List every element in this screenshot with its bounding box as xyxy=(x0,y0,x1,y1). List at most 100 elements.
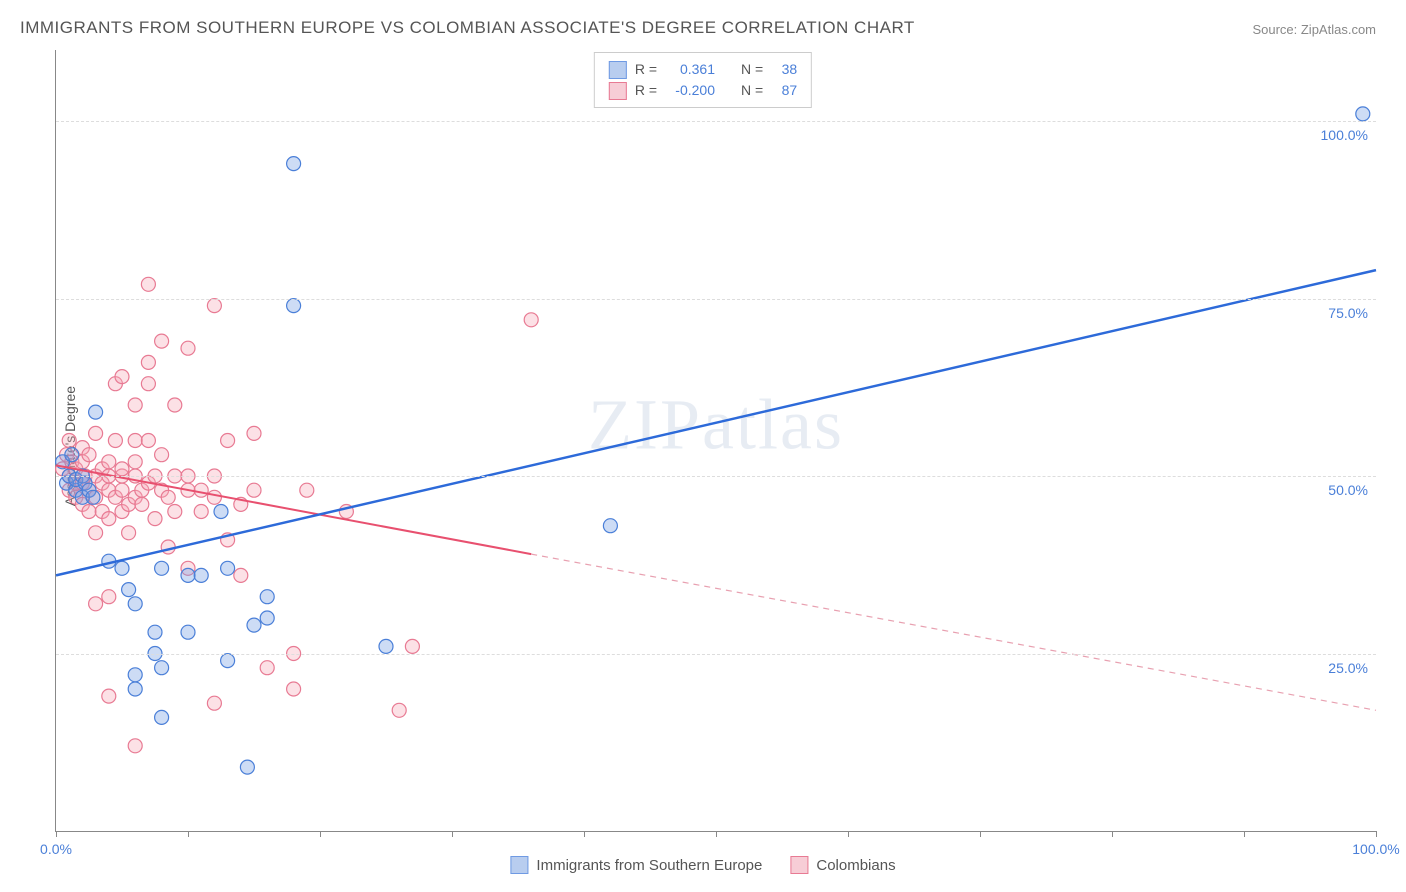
x-tick-label: 100.0% xyxy=(1352,841,1399,857)
legend-label: Colombians xyxy=(816,857,895,874)
data-point xyxy=(102,689,116,703)
data-point xyxy=(128,682,142,696)
data-point xyxy=(221,654,235,668)
legend-row: R =-0.200N =87 xyxy=(609,80,797,101)
data-point xyxy=(300,483,314,497)
legend-r-label: R = xyxy=(635,80,657,101)
legend-swatch xyxy=(609,61,627,79)
data-point xyxy=(128,739,142,753)
legend-r-label: R = xyxy=(635,59,657,80)
data-point xyxy=(287,682,301,696)
gridline xyxy=(56,121,1376,122)
data-point xyxy=(1356,107,1370,121)
data-point xyxy=(379,639,393,653)
data-point xyxy=(115,561,129,575)
x-tick xyxy=(848,831,849,837)
x-tick xyxy=(1112,831,1113,837)
data-point xyxy=(207,490,221,504)
legend-n-label: N = xyxy=(741,59,763,80)
data-point xyxy=(128,434,142,448)
data-point xyxy=(287,157,301,171)
legend-label: Immigrants from Southern Europe xyxy=(536,857,762,874)
data-point xyxy=(247,483,261,497)
data-point xyxy=(102,512,116,526)
x-tick xyxy=(980,831,981,837)
legend-item: Immigrants from Southern Europe xyxy=(510,856,762,874)
data-point xyxy=(82,505,96,519)
legend-swatch xyxy=(510,856,528,874)
data-point xyxy=(102,590,116,604)
x-tick xyxy=(188,831,189,837)
x-tick xyxy=(452,831,453,837)
legend-top: R =0.361N =38R =-0.200N =87 xyxy=(594,52,812,108)
legend-r-value: 0.361 xyxy=(665,59,715,80)
x-tick xyxy=(1376,831,1377,837)
data-point xyxy=(155,448,169,462)
data-point xyxy=(181,625,195,639)
legend-n-value: 38 xyxy=(771,59,797,80)
gridline xyxy=(56,476,1376,477)
data-point xyxy=(89,526,103,540)
trend-line xyxy=(56,270,1376,575)
data-point xyxy=(141,434,155,448)
x-tick xyxy=(320,831,321,837)
data-point xyxy=(260,661,274,675)
data-point xyxy=(141,355,155,369)
data-point xyxy=(82,448,96,462)
data-point xyxy=(89,426,103,440)
data-point xyxy=(260,590,274,604)
x-tick-label: 0.0% xyxy=(40,841,72,857)
data-point xyxy=(89,405,103,419)
legend-item: Colombians xyxy=(790,856,895,874)
y-tick-label: 25.0% xyxy=(1328,660,1368,676)
data-point xyxy=(181,341,195,355)
data-point xyxy=(155,334,169,348)
data-point xyxy=(141,277,155,291)
data-point xyxy=(86,490,100,504)
data-point xyxy=(524,313,538,327)
chart-svg xyxy=(56,50,1376,831)
data-point xyxy=(128,398,142,412)
data-point xyxy=(214,505,228,519)
chart-title: IMMIGRANTS FROM SOUTHERN EUROPE VS COLOM… xyxy=(20,18,915,38)
gridline xyxy=(56,299,1376,300)
data-point xyxy=(135,497,149,511)
data-point xyxy=(128,668,142,682)
data-point xyxy=(115,462,129,476)
data-point xyxy=(65,448,79,462)
data-point xyxy=(115,370,129,384)
x-tick xyxy=(716,831,717,837)
legend-r-value: -0.200 xyxy=(665,80,715,101)
data-point xyxy=(128,597,142,611)
data-point xyxy=(287,299,301,313)
data-point xyxy=(115,483,129,497)
data-point xyxy=(240,760,254,774)
x-tick xyxy=(56,831,57,837)
data-point xyxy=(194,483,208,497)
data-point xyxy=(148,512,162,526)
plot-area: ZIPatlas 25.0%50.0%75.0%100.0%0.0%100.0% xyxy=(55,50,1376,832)
data-point xyxy=(221,434,235,448)
data-point xyxy=(207,299,221,313)
data-point xyxy=(155,710,169,724)
data-point xyxy=(102,455,116,469)
legend-bottom: Immigrants from Southern Europe Colombian… xyxy=(510,856,895,874)
data-point xyxy=(247,426,261,440)
y-tick-label: 75.0% xyxy=(1328,305,1368,321)
data-point xyxy=(221,561,235,575)
data-point xyxy=(148,625,162,639)
data-point xyxy=(168,505,182,519)
data-point xyxy=(122,526,136,540)
data-point xyxy=(161,490,175,504)
data-point xyxy=(194,505,208,519)
x-tick xyxy=(584,831,585,837)
data-point xyxy=(181,568,195,582)
data-point xyxy=(62,434,76,448)
data-point xyxy=(155,561,169,575)
data-point xyxy=(247,618,261,632)
data-point xyxy=(207,696,221,710)
data-point xyxy=(122,583,136,597)
gridline xyxy=(56,654,1376,655)
legend-swatch xyxy=(790,856,808,874)
data-point xyxy=(128,455,142,469)
